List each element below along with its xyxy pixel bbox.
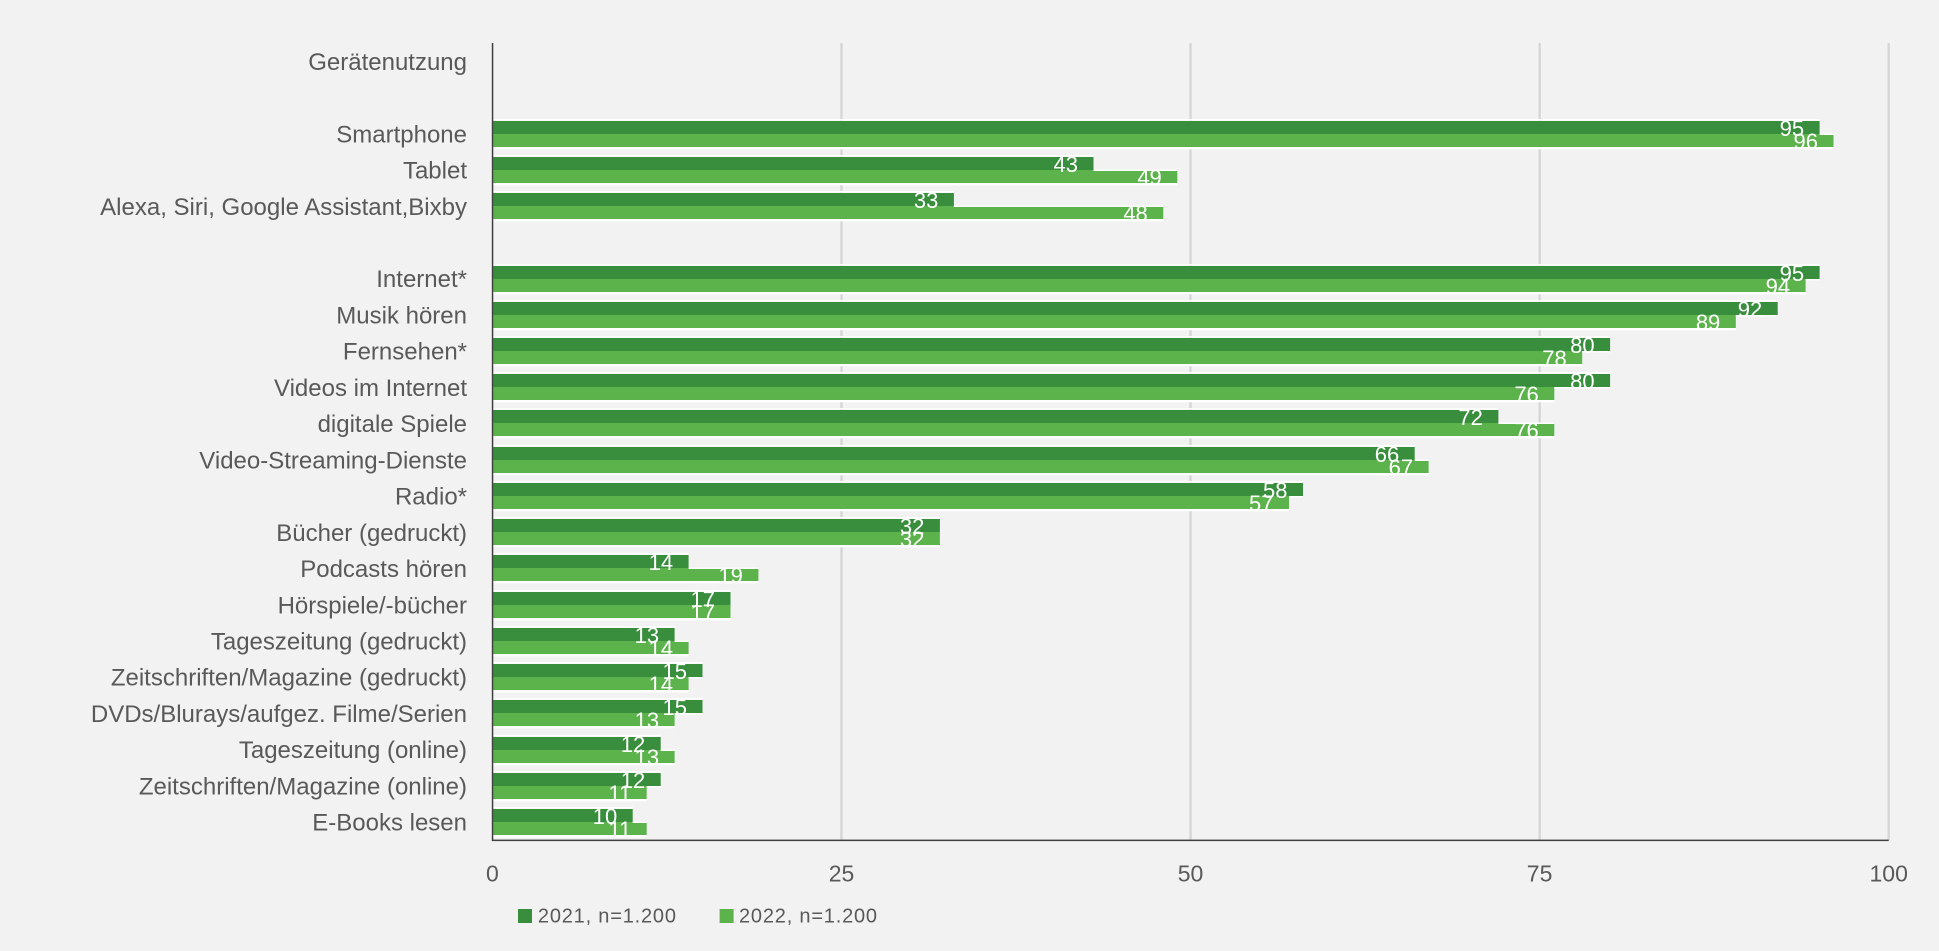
svg-text:66: 66 [1375,442,1399,467]
svg-text:48: 48 [1123,201,1147,226]
svg-text:100: 100 [1870,861,1908,887]
svg-text:digitale Spiele: digitale Spiele [318,411,467,438]
svg-text:11: 11 [608,781,631,806]
svg-text:Fernsehen*: Fernsehen* [343,339,467,366]
svg-text:Musik hören: Musik hören [336,302,467,329]
svg-text:Videos im Internet: Videos im Internet [274,375,467,402]
svg-text:Tageszeitung (online): Tageszeitung (online) [239,737,467,764]
svg-text:32: 32 [900,514,924,539]
svg-text:78: 78 [1542,346,1566,371]
svg-text:58: 58 [1263,478,1287,503]
svg-text:13: 13 [635,708,659,733]
svg-text:Smartphone: Smartphone [336,121,467,148]
svg-text:2022, n=1.200: 2022, n=1.200 [739,905,878,927]
svg-text:76: 76 [1514,418,1538,443]
svg-text:Internet*: Internet* [376,266,467,293]
svg-text:57: 57 [1249,491,1273,516]
svg-text:DVDs/Blurays/aufgez. Filme/Ser: DVDs/Blurays/aufgez. Filme/Serien [91,701,467,728]
svg-text:Radio*: Radio* [395,484,467,511]
svg-text:13: 13 [635,745,659,770]
svg-text:95: 95 [1780,116,1804,141]
svg-text:E-Books lesen: E-Books lesen [312,810,467,837]
svg-text:25: 25 [829,861,855,887]
svg-text:19: 19 [718,563,742,588]
svg-text:14: 14 [649,672,673,697]
svg-text:Tageszeitung (gedruckt): Tageszeitung (gedruckt) [211,629,467,656]
svg-text:80: 80 [1570,369,1594,394]
svg-text:2021, n=1.200: 2021, n=1.200 [538,905,677,927]
svg-text:49: 49 [1137,165,1161,190]
svg-text:92: 92 [1738,297,1762,322]
svg-text:76: 76 [1514,382,1538,407]
svg-text:72: 72 [1458,405,1482,430]
svg-text:Video-Streaming-Dienste: Video-Streaming-Dienste [199,447,467,474]
svg-text:Hörspiele/-bücher: Hörspiele/-bücher [278,592,467,619]
svg-text:10: 10 [593,804,617,829]
svg-text:Tablet: Tablet [403,158,467,185]
svg-text:75: 75 [1527,861,1553,887]
svg-text:43: 43 [1054,152,1078,177]
svg-text:94: 94 [1766,274,1790,299]
svg-text:11: 11 [608,817,631,842]
svg-text:Zeitschriften/Magazine (online: Zeitschriften/Magazine (online) [139,773,467,800]
svg-text:32: 32 [900,527,924,552]
svg-text:17: 17 [691,587,715,612]
svg-text:33: 33 [914,188,938,213]
svg-text:95: 95 [1780,261,1804,286]
svg-text:50: 50 [1178,861,1204,887]
svg-text:Bücher (gedruckt): Bücher (gedruckt) [276,520,467,547]
svg-text:14: 14 [649,550,673,575]
svg-text:67: 67 [1389,455,1413,480]
svg-text:17: 17 [691,600,715,625]
svg-text:Gerätenutzung: Gerätenutzung [308,49,467,76]
svg-text:13: 13 [635,623,659,648]
svg-text:Podcasts hören: Podcasts hören [300,556,467,583]
svg-text:Alexa, Siri, Google Assistant,: Alexa, Siri, Google Assistant,Bixby [100,194,467,221]
svg-text:15: 15 [663,695,687,720]
svg-text:Zeitschriften/Magazine (gedruc: Zeitschriften/Magazine (gedruckt) [111,665,467,692]
svg-text:14: 14 [649,636,673,661]
svg-text:15: 15 [663,659,687,684]
svg-text:80: 80 [1570,333,1594,358]
svg-text:0: 0 [486,861,499,887]
svg-text:12: 12 [621,768,645,793]
svg-text:96: 96 [1794,129,1818,154]
svg-text:89: 89 [1696,310,1720,335]
svg-text:12: 12 [621,732,645,757]
